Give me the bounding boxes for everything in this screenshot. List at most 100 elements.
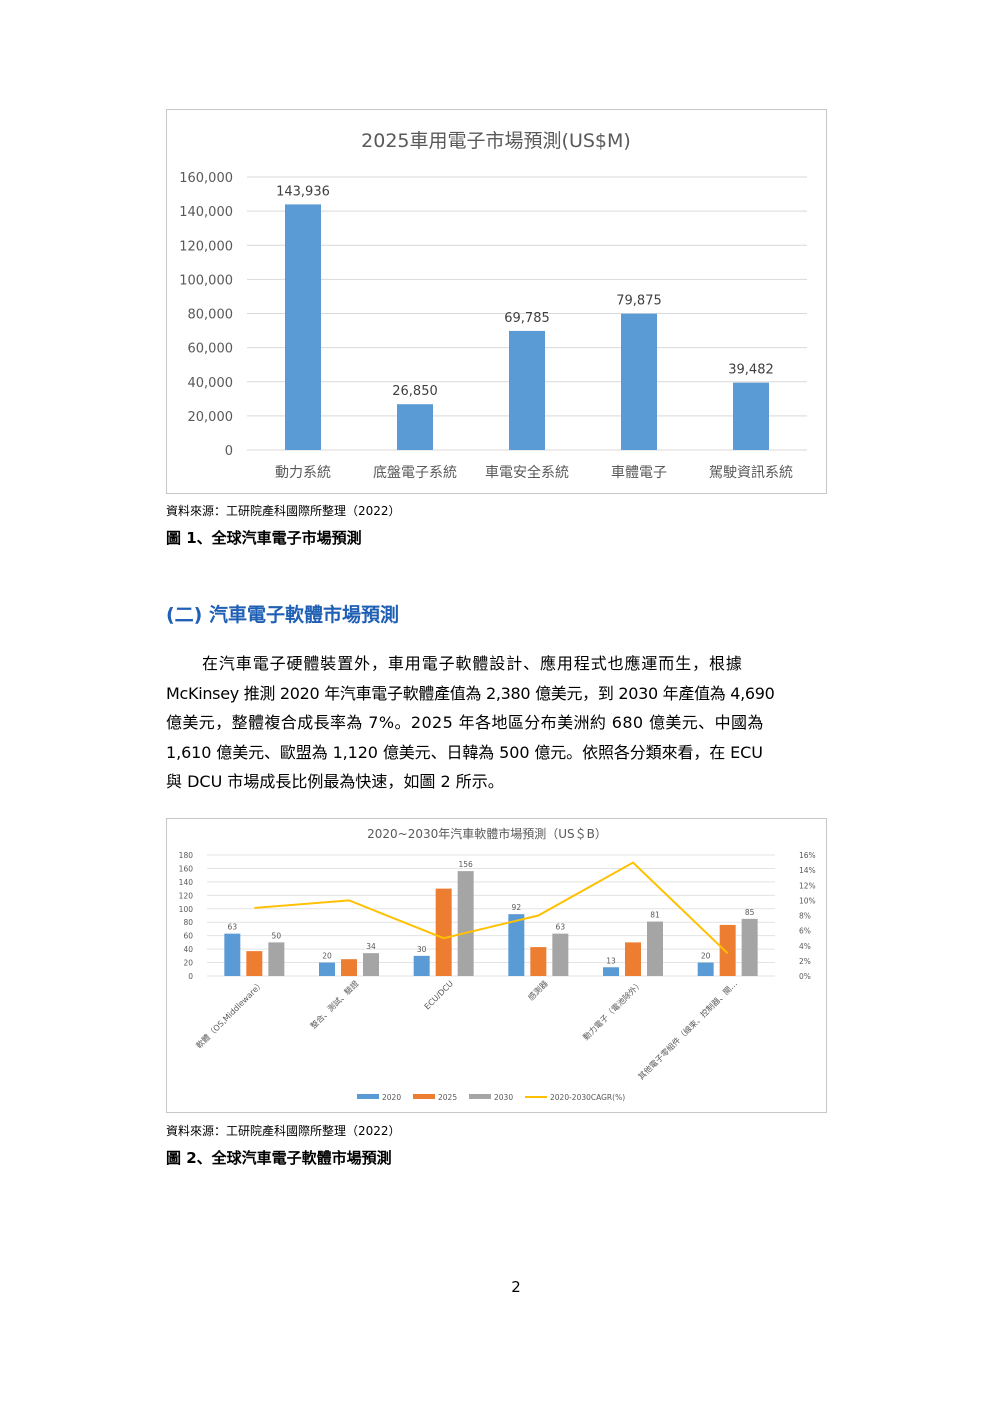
chart-2-y-tick: 80: [183, 918, 193, 927]
chart-2-data-label: 63: [228, 923, 238, 932]
chart-2-legend-label: 2020: [382, 1093, 401, 1102]
chart-1-y-tick: 40,000: [188, 376, 234, 391]
chart-2-bar-2025: [530, 947, 547, 976]
chart-1-category-label: 底盤電子系統: [373, 465, 457, 481]
chart-2-bar-2020: [603, 967, 619, 976]
chart-1-frame: 2025車用電子市場預測(US$M) 0 20,000 40,000 60,000 80,…: [166, 109, 827, 494]
chart-2-y2-tick: 4%: [799, 942, 811, 951]
chart-1-bar: [285, 204, 321, 450]
chart-2-y2-tick: 12%: [799, 881, 816, 890]
section-heading: (二) 汽車電子軟體市場預測: [166, 604, 399, 626]
chart-1-bar: [621, 313, 657, 450]
chart-2: 2020~2030年汽車軟體市場預測（US＄B） 0 20 40 60 80 100 120 1…: [179, 826, 816, 1102]
chart-2-data-label: 50: [272, 931, 282, 940]
chart-2-bar-2030: [457, 871, 474, 976]
chart-1-data-label: 39,482: [728, 363, 774, 378]
figure-1-caption: 圖 1、全球汽車電子市場預測: [166, 529, 362, 547]
chart-2-data-label: 85: [745, 908, 755, 917]
chart-2-bar-2025: [625, 942, 641, 976]
chart-1: 2025車用電子市場預測(US$M) 0 20,000 40,000 60,000 80,…: [179, 130, 807, 481]
chart-1-data-label: 26,850: [392, 384, 438, 399]
figure-1-source: 資料來源：工研院產科國際所整理（2022）: [166, 504, 401, 518]
chart-1-bar: [509, 330, 545, 450]
chart-2-legend-label: 2020-2030CAGR(%): [550, 1093, 625, 1102]
chart-2-y2-tick: 10%: [799, 896, 816, 905]
chart-2-title: 2020~2030年汽車軟體市場預測（US＄B）: [367, 826, 607, 841]
chart-2-y-tick: 180: [179, 851, 194, 860]
chart-1-bar: [397, 404, 433, 450]
chart-2-data-label: 81: [650, 911, 660, 920]
chart-2-y2-tick: 16%: [799, 851, 816, 860]
chart-1-data-label: 143,936: [276, 184, 330, 199]
chart-2-y-tick: 140: [179, 878, 194, 887]
chart-2-bar-2020: [508, 914, 525, 976]
chart-2-category-label: 軟體（OS,Middleware）: [194, 978, 266, 1050]
chart-2-y-tick: 0: [188, 972, 193, 981]
chart-2-bar-2020: [697, 962, 714, 976]
chart-1-y-tick: 160,000: [179, 171, 233, 186]
paragraph-line: 與 DCU 市場成長比例最為快速，如圖 2 所示。: [166, 772, 504, 791]
chart-2-y2-tick: 6%: [799, 927, 811, 936]
chart-2-y2-tick: 14%: [799, 866, 816, 875]
chart-2-bar-2030: [552, 933, 569, 976]
paragraph-line: 在汽車電子硬體裝置外，車用電子軟體設計、應用程式也應運而生，根據: [202, 654, 743, 673]
chart-2-bar-2030: [741, 918, 758, 976]
chart-1-category-label: 駕駛資訊系統: [709, 465, 793, 481]
chart-2-data-label: 34: [366, 942, 376, 951]
chart-2-y-tick: 60: [183, 932, 193, 941]
chart-1-title: 2025車用電子市場預測(US$M): [361, 130, 631, 152]
chart-2-y-tick: 160: [179, 864, 194, 873]
chart-1-y-tick: 100,000: [179, 273, 233, 288]
chart-2-data-label: 63: [556, 923, 566, 932]
chart-2-category-label: 動力電子（電池除外）: [581, 978, 645, 1042]
chart-1-data-label: 79,875: [616, 294, 662, 309]
chart-1-category-label: 車電安全系統: [485, 464, 569, 481]
chart-1-y-tick: 20,000: [188, 410, 234, 425]
chart-2-bar-2025: [246, 951, 263, 976]
chart-2-bar-2020: [319, 962, 335, 976]
chart-2-y2-tick: 8%: [799, 912, 811, 921]
chart-2-y-tick: 120: [179, 891, 194, 900]
chart-2-bar-2025: [435, 888, 452, 976]
figure-2-caption: 圖 2、全球汽車電子軟體市場預測: [166, 1149, 392, 1167]
chart-2-data-label: 20: [322, 952, 332, 961]
figure-2-source: 資料來源：工研院產科國際所整理（2022）: [166, 1124, 401, 1138]
chart-1-y-tick: 0: [225, 444, 233, 459]
chart-2-bar-2025: [719, 924, 736, 976]
chart-1-y-tick: 60,000: [188, 342, 234, 357]
chart-2-cagr-line: [254, 861, 729, 955]
chart-1-data-label: 69,785: [504, 311, 550, 326]
chart-1-y-tick: 120,000: [179, 239, 233, 254]
chart-2-frame: 2020~2030年汽車軟體市場預測（US＄B） 0 20 40 60 80 100 120 1…: [166, 818, 827, 1113]
chart-2-legend-swatch: [413, 1094, 435, 1099]
chart-1-category-label: 動力系統: [275, 465, 331, 481]
chart-2-bar-2030: [268, 942, 285, 976]
chart-2-data-label: 13: [606, 956, 616, 965]
paragraph-line: 億美元，整體複合成長率為 7%。2025 年各地區分布美洲約 680 億美元、中…: [166, 713, 764, 732]
chart-2-category-label: 感測器: [526, 978, 550, 1002]
paragraph-line: 1,610 億美元、歐盟為 1,120 億美元、日韓為 500 億元。依照各分類…: [166, 742, 763, 762]
chart-2-data-label: 156: [459, 860, 474, 869]
chart-2-category-label: ECU/DCU: [423, 979, 455, 1011]
body-paragraph: 在汽車電子硬體裝置外，車用電子軟體設計、應用程式也應運而生，根據 McKinse…: [166, 649, 827, 797]
chart-2-category-label: 其他電子零組件（線束、控制器、開…: [636, 978, 739, 1081]
chart-1-y-tick: 140,000: [179, 205, 233, 220]
chart-2-bar-2030: [363, 953, 379, 976]
chart-2-y-tick: 40: [183, 945, 193, 954]
chart-2-data-label: 92: [512, 903, 522, 912]
chart-2-data-label: 30: [417, 945, 427, 954]
chart-2-legend-label: 2030: [494, 1093, 513, 1102]
chart-2-legend-label: 2025: [438, 1093, 457, 1102]
chart-1-bar: [733, 382, 769, 450]
chart-2-category-label: 整合、測試、驗證: [308, 978, 360, 1030]
page-number: 2: [511, 1278, 521, 1296]
chart-2-bar-2020: [224, 933, 241, 976]
chart-2-legend-swatch: [469, 1094, 491, 1099]
chart-2-y2-tick: 0%: [799, 972, 811, 981]
chart-2-y-tick: 20: [183, 959, 193, 968]
chart-2-y2-tick: 2%: [799, 957, 811, 966]
chart-2-data-label: 20: [701, 952, 711, 961]
chart-2-bar-2030: [647, 921, 663, 976]
paragraph-line: McKinsey 推測 2020 年汽車電子軟體產值為 2,380 億美元，到 …: [166, 683, 775, 703]
chart-2-legend-swatch: [357, 1094, 379, 1099]
